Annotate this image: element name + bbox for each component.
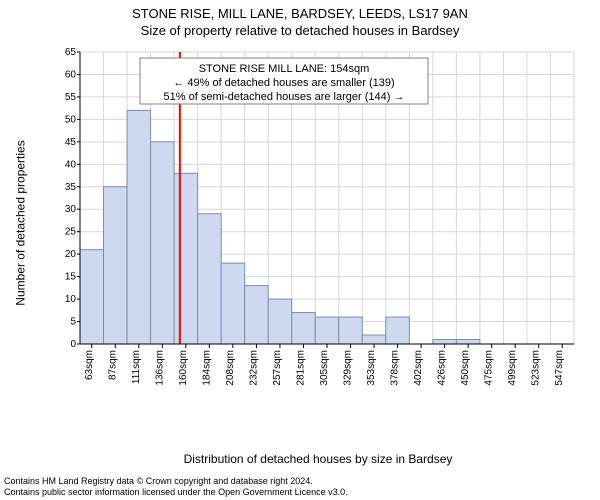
- svg-text:160sqm: 160sqm: [178, 350, 189, 386]
- svg-text:450sqm: 450sqm: [460, 350, 471, 386]
- svg-text:136sqm: 136sqm: [154, 350, 165, 386]
- svg-text:51% of semi-detached houses ar: 51% of semi-detached houses are larger (…: [164, 91, 405, 103]
- svg-text:0: 0: [70, 339, 76, 350]
- svg-text:87sqm: 87sqm: [107, 350, 118, 380]
- svg-text:257sqm: 257sqm: [272, 350, 283, 386]
- chart-title-line1: STONE RISE, MILL LANE, BARDSEY, LEEDS, L…: [0, 0, 600, 21]
- svg-text:402sqm: 402sqm: [413, 350, 424, 386]
- svg-text:60: 60: [65, 69, 77, 80]
- svg-text:353sqm: 353sqm: [366, 350, 377, 386]
- svg-text:20: 20: [65, 249, 77, 260]
- chart-title-line2: Size of property relative to detached ho…: [0, 21, 600, 38]
- svg-text:184sqm: 184sqm: [201, 350, 212, 386]
- x-axis-label: Distribution of detached houses by size …: [58, 452, 578, 466]
- svg-text:5: 5: [70, 317, 76, 328]
- svg-text:55: 55: [65, 92, 77, 103]
- svg-text:65: 65: [65, 48, 77, 58]
- footer-line1: Contains HM Land Registry data © Crown c…: [4, 476, 596, 487]
- svg-text:63sqm: 63sqm: [84, 350, 95, 380]
- svg-text:232sqm: 232sqm: [248, 350, 259, 386]
- svg-text:10: 10: [65, 294, 77, 305]
- svg-text:426sqm: 426sqm: [437, 350, 448, 386]
- svg-text:STONE RISE MILL LANE: 154sqm: STONE RISE MILL LANE: 154sqm: [199, 63, 370, 75]
- svg-text:30: 30: [65, 204, 77, 215]
- svg-text:40: 40: [65, 159, 77, 170]
- svg-text:15: 15: [65, 272, 77, 283]
- plot-area: 0 5 10 15 20 25 30 35 40 45 50 55 60 65 63sqm 87sqm 111s…: [58, 48, 578, 398]
- svg-text:547sqm: 547sqm: [554, 350, 565, 386]
- svg-text:← 49% of detached houses are s: ← 49% of detached houses are smaller (13…: [173, 77, 394, 89]
- chart-container: STONE RISE, MILL LANE, BARDSEY, LEEDS, L…: [0, 0, 600, 500]
- svg-text:111sqm: 111sqm: [131, 350, 142, 384]
- svg-text:378sqm: 378sqm: [390, 350, 401, 386]
- svg-text:499sqm: 499sqm: [507, 350, 518, 386]
- svg-text:50: 50: [65, 114, 77, 125]
- svg-text:329sqm: 329sqm: [343, 350, 354, 386]
- y-axis-label-wrap: Number of detached properties: [14, 48, 28, 398]
- svg-text:523sqm: 523sqm: [531, 350, 542, 386]
- svg-text:281sqm: 281sqm: [295, 350, 306, 386]
- svg-text:35: 35: [65, 182, 77, 193]
- histogram-svg: 0 5 10 15 20 25 30 35 40 45 50 55 60 65 63sqm 87sqm 111s…: [58, 48, 578, 398]
- svg-text:475sqm: 475sqm: [484, 350, 495, 386]
- footer: Contains HM Land Registry data © Crown c…: [0, 474, 600, 500]
- svg-text:45: 45: [65, 137, 77, 148]
- y-axis-label: Number of detached properties: [14, 140, 28, 305]
- svg-text:25: 25: [65, 227, 77, 238]
- footer-line2: Contains public sector information licen…: [4, 487, 596, 498]
- svg-text:208sqm: 208sqm: [225, 350, 236, 386]
- svg-text:305sqm: 305sqm: [319, 350, 330, 386]
